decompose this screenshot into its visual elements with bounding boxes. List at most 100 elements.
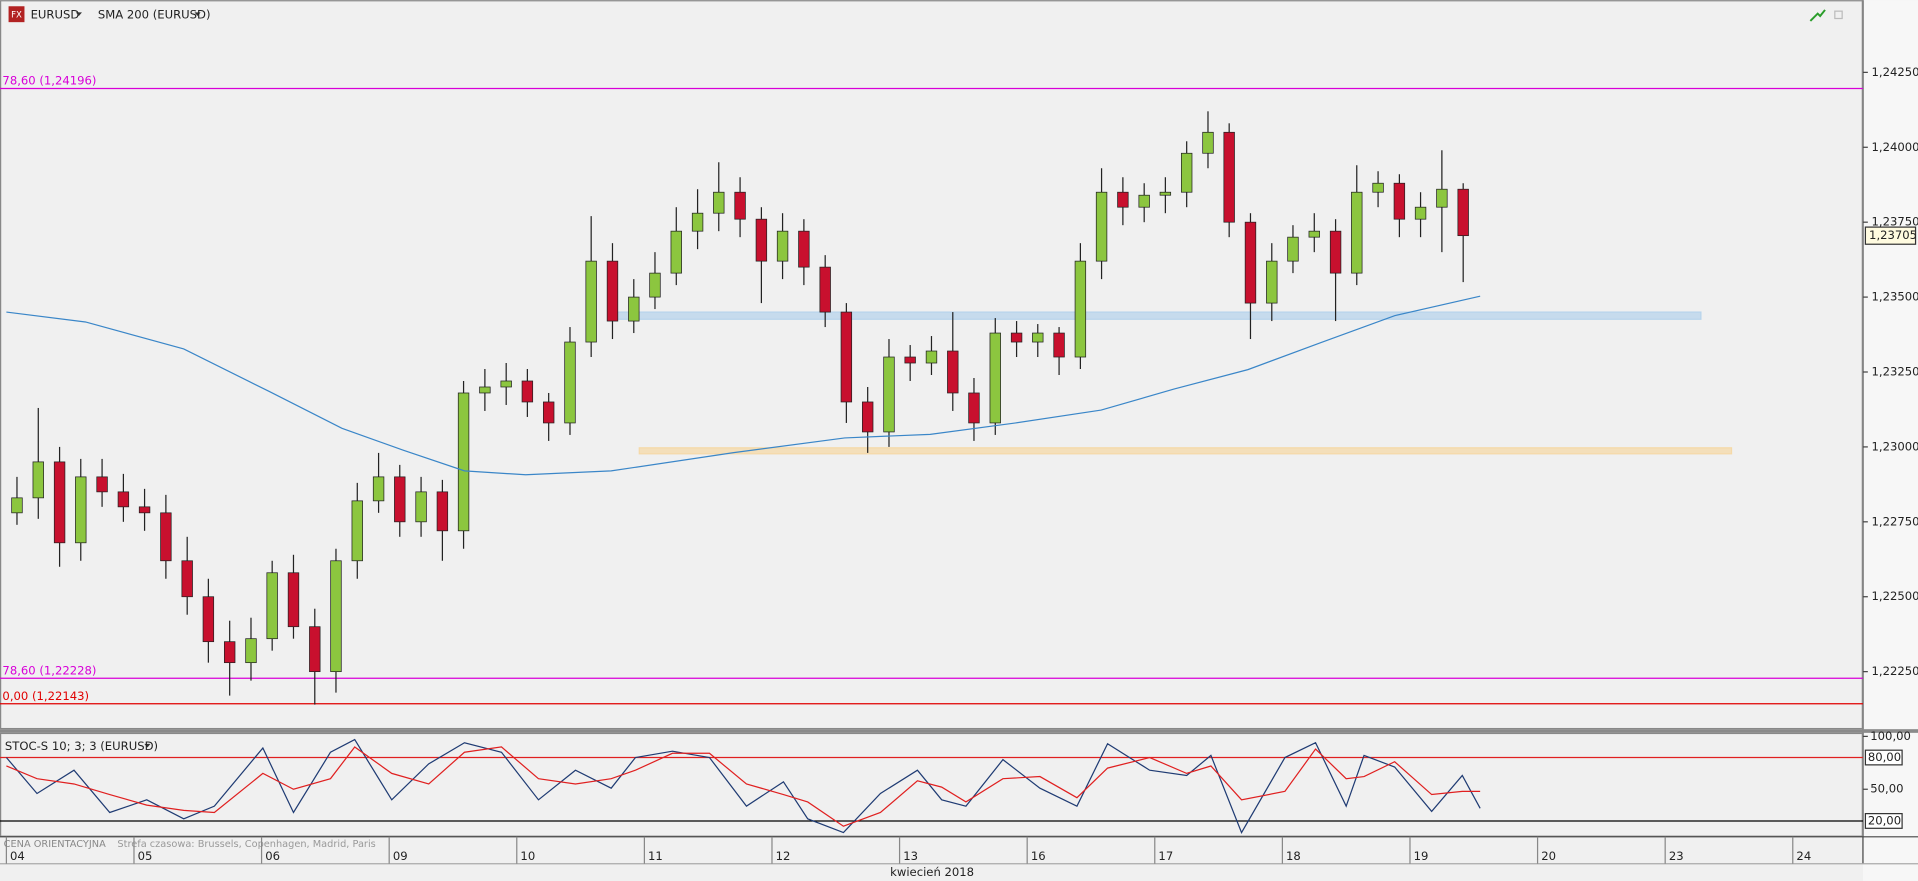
candle-body (1244, 221, 1257, 304)
candle-body (160, 512, 172, 562)
candle-body (330, 560, 342, 673)
candle-body (117, 491, 130, 508)
dropdown-arrow[interactable] (144, 743, 151, 748)
y-tick-label: 1,23000 (1872, 439, 1918, 453)
stoch-line (5, 738, 1481, 834)
candle-body (1095, 191, 1108, 262)
x-tick-label: 09 (393, 849, 408, 863)
x-tick-label: 24 (1796, 849, 1811, 863)
x-tick-label: 13 (903, 849, 918, 863)
candle-body (1223, 131, 1235, 223)
x-axis-title: kwiecień 2018 (890, 865, 974, 879)
candle-body (394, 476, 406, 523)
candle-body (1351, 191, 1363, 274)
candle-body (202, 596, 215, 643)
y-tick-label: 1,22750 (1872, 514, 1918, 528)
candle-body (904, 356, 916, 364)
candle-body (649, 272, 661, 298)
candle-body (1393, 182, 1406, 220)
candle-body (1287, 236, 1299, 262)
candle-body (734, 191, 746, 220)
x-tick-label: 04 (10, 849, 25, 863)
candle-body (776, 230, 789, 262)
stoch-title[interactable]: STOC-S 10; 3; 3 (EURUSD) (5, 739, 158, 753)
level-box (1864, 813, 1903, 829)
candle-body (138, 506, 151, 514)
candle-body (1266, 260, 1278, 304)
candle-body (1032, 332, 1044, 343)
x-tick-label: 17 (1158, 849, 1173, 863)
candle-body (691, 212, 704, 232)
candle-body (75, 476, 87, 544)
candle-body (925, 350, 938, 364)
candle-body (11, 497, 23, 514)
x-tick-label: 11 (648, 849, 663, 863)
candle-body (564, 341, 576, 424)
candle-body (1138, 194, 1150, 208)
candle-body (1159, 191, 1172, 196)
main-panel-border (0, 0, 1863, 730)
trend-icon[interactable] (1809, 9, 1826, 22)
x-tick-label: 12 (776, 849, 791, 863)
candle-body (585, 260, 597, 343)
candle-body (372, 476, 385, 502)
candle-body (287, 572, 300, 628)
candle-body (1180, 152, 1193, 193)
candle-body (223, 641, 236, 664)
last-price-box (1864, 226, 1917, 245)
zone (638, 447, 1733, 455)
level-label: 20,00 (1868, 813, 1901, 827)
candle-body (266, 572, 278, 640)
candle-body (1372, 182, 1384, 193)
candle-body (479, 386, 491, 394)
x-tick-label: 10 (520, 849, 535, 863)
y-tick-label: 1,24250 (1872, 65, 1918, 79)
dropdown-arrow[interactable] (194, 12, 201, 17)
symbol-label[interactable]: EURUSD (31, 7, 80, 21)
candle-body (1010, 332, 1023, 343)
y-tick-label: 1,24000 (1872, 140, 1918, 154)
stoch-line (6, 746, 1481, 827)
level-label: 0,00 (1,22143) (2, 689, 89, 703)
candle-body (436, 491, 449, 532)
symbol-icon (8, 6, 25, 23)
y-tick-label: 1,22500 (1872, 589, 1918, 603)
panel-separator (0, 729, 1918, 733)
level-box (1864, 749, 1903, 766)
candle-body (1053, 332, 1065, 358)
candle-body (840, 311, 853, 403)
dropdown-arrow[interactable] (75, 12, 82, 17)
window-icon[interactable] (1834, 10, 1843, 20)
candle-body (1117, 191, 1129, 208)
y-tick-label: 1,23500 (1872, 290, 1918, 304)
candle-body (628, 296, 640, 322)
candle-body (32, 461, 44, 499)
candle-body (96, 476, 108, 493)
price-type: CENA ORIENTACYJNA (4, 839, 106, 850)
candle-body (1202, 131, 1214, 154)
candle-body (861, 401, 874, 433)
level-label: 78,60 (1,24196) (2, 74, 96, 88)
candle-body (947, 350, 959, 394)
level-label: 80,00 (1868, 750, 1901, 764)
x-tick-label: 18 (1286, 849, 1301, 863)
indicator-label[interactable]: SMA 200 (EURUSD) (98, 7, 211, 21)
y-tick-label: 1,23750 (1872, 215, 1918, 229)
candle-body (713, 191, 725, 214)
candle-body (521, 380, 534, 403)
candle-body (245, 638, 257, 664)
x-tick-label: 20 (1541, 849, 1556, 863)
candle-body (798, 230, 810, 268)
x-tick-label: 23 (1669, 849, 1684, 863)
candle-body (500, 380, 512, 388)
candle-body (351, 500, 363, 562)
last-price-label: 1,23705 (1869, 228, 1917, 242)
timezone: Strefa czasowa: Brussels, Copenhagen, Ma… (117, 839, 375, 850)
symbol-icon-text: FX (11, 10, 22, 20)
candle-body (181, 560, 193, 598)
candle-body (1074, 260, 1087, 358)
y-tick-label: 50,00 (1870, 782, 1903, 796)
x-tick-label: 05 (138, 849, 153, 863)
candle-body (989, 332, 1001, 424)
